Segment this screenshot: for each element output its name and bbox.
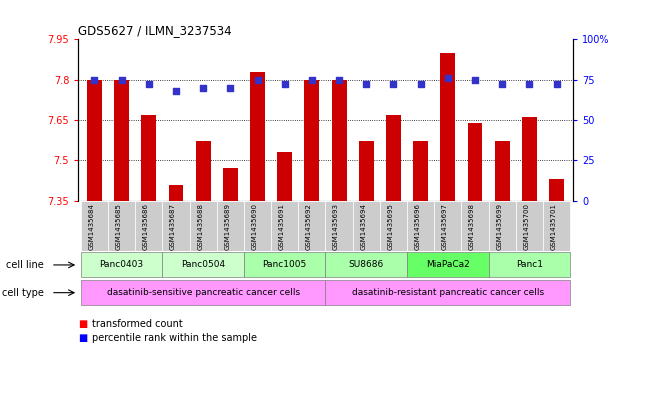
Point (198, 84, 208, 91)
Bar (516, 201, 543, 251)
Bar (114, 80, 129, 201)
Point (144, 81, 154, 88)
Bar (495, 141, 510, 201)
Text: GSM1435688: GSM1435688 (197, 203, 203, 250)
Text: percentile rank within the sample: percentile rank within the sample (92, 333, 257, 343)
Point (253, 77, 263, 83)
Point (89, 77, 100, 83)
Bar (543, 201, 570, 251)
Text: GSM1435691: GSM1435691 (279, 203, 284, 250)
Bar (162, 201, 189, 251)
Bar (81, 280, 326, 305)
Point (225, 84, 236, 91)
Text: GSM1435692: GSM1435692 (306, 203, 312, 250)
Bar (434, 201, 462, 251)
Text: Panc1005: Panc1005 (262, 261, 307, 270)
Bar (462, 201, 489, 251)
Point (334, 77, 344, 83)
Bar (108, 201, 135, 251)
Text: Panc0403: Panc0403 (100, 261, 144, 270)
Text: GSM1435700: GSM1435700 (523, 203, 529, 250)
Text: GSM1435690: GSM1435690 (251, 203, 258, 250)
Bar (549, 179, 564, 201)
Point (415, 81, 426, 88)
Text: ■: ■ (78, 319, 87, 329)
Text: GSM1435687: GSM1435687 (170, 203, 176, 250)
Text: GSM1435686: GSM1435686 (143, 203, 149, 250)
Bar (141, 115, 156, 201)
Bar (189, 201, 217, 251)
Text: GSM1435698: GSM1435698 (469, 203, 475, 250)
Text: GSM1435695: GSM1435695 (387, 203, 393, 250)
Bar (244, 252, 326, 277)
Bar (250, 72, 265, 201)
Bar (305, 80, 320, 201)
Bar (489, 252, 570, 277)
Text: transformed count: transformed count (92, 319, 183, 329)
Text: cell type: cell type (1, 288, 44, 298)
Text: cell line: cell line (6, 260, 44, 270)
Bar (467, 123, 482, 201)
Bar (407, 201, 434, 251)
Text: MiaPaCa2: MiaPaCa2 (426, 261, 470, 270)
Bar (489, 201, 516, 251)
Bar (162, 252, 244, 277)
Bar (326, 280, 570, 305)
Text: GSM1435697: GSM1435697 (442, 203, 448, 250)
Point (443, 75, 453, 81)
Point (117, 77, 127, 83)
Bar (87, 80, 102, 201)
Text: Panc1: Panc1 (516, 261, 543, 270)
Point (470, 77, 480, 83)
Text: GSM1435696: GSM1435696 (415, 203, 421, 250)
Text: SU8686: SU8686 (349, 261, 384, 270)
Bar (407, 252, 489, 277)
Bar (196, 141, 211, 201)
Text: ■: ■ (78, 333, 87, 343)
Point (307, 77, 317, 83)
Point (388, 81, 398, 88)
Bar (326, 252, 407, 277)
Bar (359, 141, 374, 201)
Bar (298, 201, 326, 251)
Bar (81, 252, 162, 277)
Point (551, 81, 562, 88)
Text: GSM1435701: GSM1435701 (551, 203, 557, 250)
Bar (353, 201, 380, 251)
Bar (522, 117, 537, 201)
Bar (326, 201, 353, 251)
Text: Panc0504: Panc0504 (181, 261, 225, 270)
Point (171, 88, 181, 94)
Bar (217, 201, 244, 251)
Bar (331, 80, 346, 201)
Point (524, 81, 534, 88)
Bar (386, 115, 401, 201)
Bar (440, 53, 455, 201)
Bar (271, 201, 298, 251)
Text: GDS5627 / ILMN_3237534: GDS5627 / ILMN_3237534 (78, 24, 232, 37)
Point (361, 81, 372, 88)
Point (497, 81, 507, 88)
Text: GSM1435689: GSM1435689 (225, 203, 230, 250)
Bar (169, 185, 184, 201)
Bar (380, 201, 407, 251)
Text: GSM1435693: GSM1435693 (333, 203, 339, 250)
Text: dasatinib-sensitive pancreatic cancer cells: dasatinib-sensitive pancreatic cancer ce… (107, 288, 299, 297)
Bar (413, 141, 428, 201)
Bar (277, 152, 292, 201)
Text: GSM1435684: GSM1435684 (89, 203, 94, 250)
Bar (135, 201, 162, 251)
Bar (81, 201, 108, 251)
Text: dasatinib-resistant pancreatic cancer cells: dasatinib-resistant pancreatic cancer ce… (352, 288, 544, 297)
Bar (223, 168, 238, 201)
Text: GSM1435685: GSM1435685 (116, 203, 122, 250)
Bar (244, 201, 271, 251)
Text: GSM1435694: GSM1435694 (360, 203, 367, 250)
Point (279, 81, 290, 88)
Text: GSM1435699: GSM1435699 (496, 203, 502, 250)
